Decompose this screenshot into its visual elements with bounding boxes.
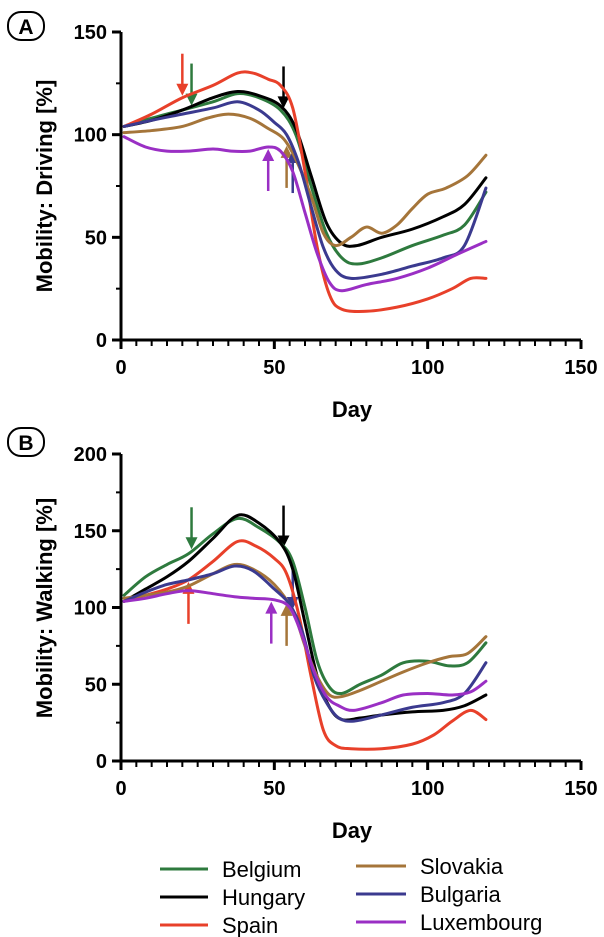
panel-b-arrow-up-annotation bbox=[280, 603, 293, 646]
panel-a-series-spain bbox=[122, 70, 488, 313]
panel-a-series-luxembourg bbox=[122, 135, 488, 293]
panel-a-y-tick-label: 150 bbox=[74, 22, 107, 44]
legend-item-slovakia: Slovakia bbox=[356, 854, 504, 879]
panel-a-arrows bbox=[176, 53, 299, 194]
panel-a-arrow-down-annotation bbox=[176, 53, 189, 96]
legend-item-belgium: Belgium bbox=[160, 857, 301, 882]
legend-item-luxembourg: Luxembourg bbox=[356, 910, 542, 935]
panel-b-letter: B bbox=[18, 432, 33, 455]
panel-b-arrow-down-annotation bbox=[185, 507, 198, 550]
panel-a-letter-badge: A bbox=[7, 11, 45, 41]
panel-a-axes: 0 50 100 150 0 50 100 150 bbox=[74, 22, 598, 379]
panel-b-series-bulgaria bbox=[122, 564, 488, 723]
legend-label-hungary: Hungary bbox=[222, 885, 305, 910]
legend-label-spain: Spain bbox=[222, 913, 278, 937]
panel-a-y-tick-label: 100 bbox=[74, 125, 107, 147]
legend-label-belgium: Belgium bbox=[222, 857, 301, 882]
panel-b-arrow-down-annotation bbox=[277, 505, 290, 548]
panel-b: B 0 50 100 150 200 0 50 100 150 Mobility: Walkin… bbox=[7, 427, 598, 843]
panel-b-series-luxembourg bbox=[122, 589, 488, 712]
panel-a-x-tick-label: 100 bbox=[411, 357, 444, 379]
panel-a-x-tick-label: 50 bbox=[263, 357, 285, 379]
panel-a-x-tick-label: 150 bbox=[564, 357, 597, 379]
panel-a-y-axis-label: Mobility: Driving [%] bbox=[32, 80, 57, 293]
panel-b-series-hungary bbox=[122, 513, 488, 722]
panel-a: A 0 50 100 150 0 50 100 150 Mobility: Driving [… bbox=[7, 11, 598, 422]
panel-b-y-axis-label: Mobility: Walking [%] bbox=[32, 498, 57, 718]
panel-b-arrow-up-annotation bbox=[265, 601, 278, 644]
legend-label-bulgaria: Bulgaria bbox=[420, 882, 501, 907]
panel-a-x-tick-label: 0 bbox=[115, 357, 126, 379]
panel-b-axes: 0 50 100 150 200 0 50 100 150 bbox=[74, 444, 598, 800]
legend: Belgium Hungary Spain Slovakia Bulgaria … bbox=[160, 854, 542, 937]
panel-b-y-tick-label: 50 bbox=[85, 674, 107, 696]
panel-b-y-tick-label: 200 bbox=[74, 444, 107, 466]
panel-a-arrow-down-annotation bbox=[277, 66, 290, 109]
panel-b-x-tick-label: 150 bbox=[564, 778, 597, 800]
panel-b-series-belgium bbox=[122, 516, 488, 696]
panel-a-series-slovakia bbox=[122, 112, 488, 248]
panel-a-series-bulgaria bbox=[122, 100, 488, 281]
legend-item-spain: Spain bbox=[160, 913, 278, 937]
legend-label-luxembourg: Luxembourg bbox=[420, 910, 542, 935]
legend-item-bulgaria: Bulgaria bbox=[356, 882, 501, 907]
panel-b-y-tick-label: 150 bbox=[74, 521, 107, 543]
legend-item-hungary: Hungary bbox=[160, 885, 305, 910]
panel-a-y-tick-label: 0 bbox=[96, 330, 107, 352]
panel-a-series bbox=[122, 70, 488, 313]
panel-b-x-axis-label: Day bbox=[332, 818, 373, 843]
panel-b-series bbox=[122, 513, 488, 751]
panel-a-letter: A bbox=[18, 16, 33, 39]
panel-b-x-tick-label: 50 bbox=[263, 778, 285, 800]
panel-b-letter-badge: B bbox=[7, 427, 45, 457]
panel-b-y-tick-label: 100 bbox=[74, 598, 107, 620]
panel-a-series-belgium bbox=[122, 91, 488, 266]
legend-label-slovakia: Slovakia bbox=[420, 854, 504, 879]
panel-b-x-tick-label: 100 bbox=[411, 778, 444, 800]
panel-b-y-tick-label: 0 bbox=[96, 751, 107, 773]
panel-b-x-tick-label: 0 bbox=[115, 778, 126, 800]
panel-a-y-tick-label: 50 bbox=[85, 227, 107, 249]
panel-a-x-axis-label: Day bbox=[332, 397, 373, 422]
panel-a-arrow-up-annotation bbox=[262, 148, 275, 191]
panel-a-series-hungary bbox=[122, 90, 488, 248]
